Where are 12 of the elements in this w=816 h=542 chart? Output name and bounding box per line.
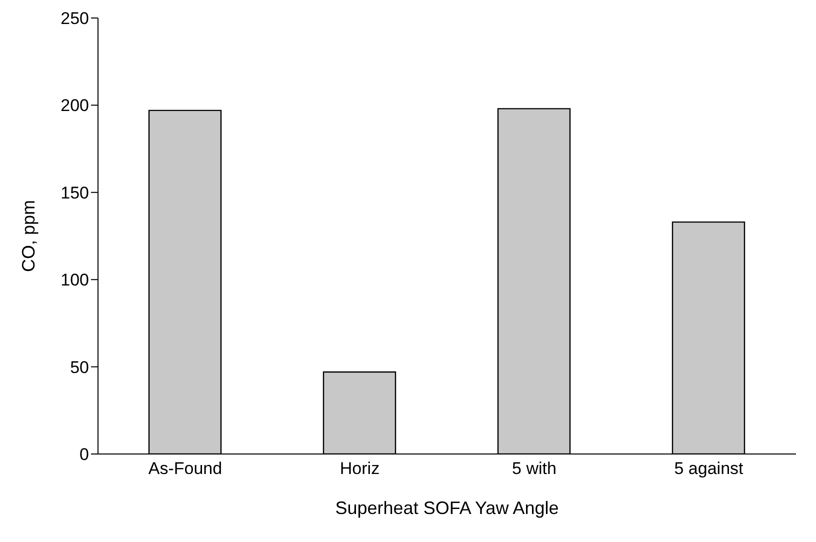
x-tick-label: As-Found (148, 459, 222, 478)
y-tick-label: 150 (60, 183, 89, 202)
y-axis-title: CO, ppm (18, 200, 38, 272)
x-tick-label: Horiz (340, 459, 380, 478)
y-tick-label: 200 (60, 96, 89, 116)
y-tick-label: 0 (80, 445, 89, 464)
y-tick-label: 100 (60, 270, 89, 290)
x-tick-label: 5 against (674, 459, 744, 478)
y-tick-label: 50 (70, 358, 89, 377)
y-tick-label: 250 (60, 9, 89, 28)
x-tick-label: 5 with (512, 459, 556, 478)
x-axis-title: Superheat SOFA Yaw Angle (335, 498, 559, 518)
